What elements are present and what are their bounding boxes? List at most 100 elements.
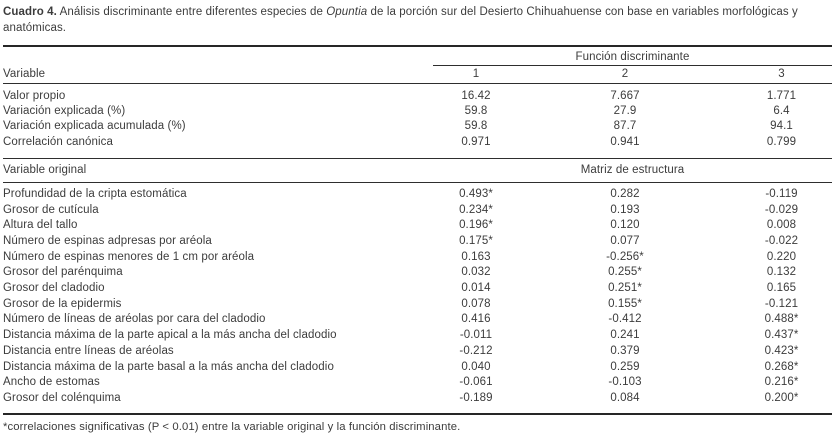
cell-value: -0.412: [608, 313, 642, 326]
cell-value: 0.259: [610, 360, 640, 373]
cell-value: 0.196*: [459, 219, 493, 232]
row-label: Altura del tallo: [3, 219, 78, 232]
cell-value: 16.42: [461, 90, 491, 102]
cell-value: 0.084: [610, 391, 640, 404]
cell-value: 0.251*: [608, 282, 642, 295]
structure-section-header-row: Variable original Matriz de estructura: [3, 157, 833, 183]
cell-value: 0.132: [766, 266, 797, 279]
cell-value: 0.234*: [459, 203, 493, 216]
row-label: Profundidad de la cripta estomática: [3, 187, 187, 200]
cell-value: 0.437*: [764, 329, 799, 342]
cell-value: 0.040: [461, 360, 491, 373]
table-row: Altura del tallo 0.196* 0.120 0.008: [3, 218, 832, 234]
row-label: Grosor del cladodio: [3, 282, 105, 295]
function-3-header: 3: [731, 65, 833, 84]
table-row: Número de espinas adpresas por aréola 0.…: [3, 234, 832, 250]
cell-value: -0.119: [765, 187, 798, 200]
row-label: Distancia máxima de la parte apical a la…: [3, 329, 337, 342]
table-row: Grosor del cladodio 0.014 0.251* 0.165: [3, 281, 832, 297]
variable-original-header: Variable original: [3, 157, 433, 183]
table-row: Ancho de estomas -0.061 -0.103 0.216*: [3, 375, 832, 391]
cell-value: 0.255*: [608, 266, 642, 279]
table-row: Grosor del parénquima 0.032 0.255* 0.132: [3, 265, 832, 281]
cell-value: 0.282: [610, 187, 640, 200]
function-2-header: 2: [519, 65, 731, 84]
row-label: Grosor de la epidermis: [3, 297, 122, 310]
cell-value: 0.971: [461, 135, 491, 148]
cell-value: 0.423*: [764, 344, 799, 357]
caption-text-1: Análisis discriminante entre diferentes …: [56, 6, 327, 18]
cell-value: 27.9: [613, 105, 637, 118]
cell-value: -0.256*: [606, 250, 644, 263]
cell-value: 0.163: [461, 250, 491, 263]
row-label: Variación explicada (%): [3, 105, 126, 118]
cell-value: 0.165: [766, 282, 797, 295]
cell-value: 7.667: [610, 90, 640, 102]
cell-value: -0.121: [764, 297, 799, 310]
row-label: Grosor de cutícula: [3, 203, 99, 216]
row-label: Ancho de estomas: [3, 376, 100, 389]
table-footnote: *correlaciones significativas (P < 0.01)…: [3, 420, 461, 433]
table-row: Distancia máxima de la parte apical a la…: [3, 328, 832, 344]
cell-value: -0.103: [608, 376, 642, 389]
table-row: Correlación canónica 0.971 0.941 0.799: [3, 135, 832, 159]
cell-value: 0.200*: [764, 391, 799, 404]
cell-value: 0.014: [461, 282, 491, 295]
cell-value: 0.241: [610, 329, 640, 342]
cell-value: 0.193: [610, 203, 640, 216]
cell-value: 0.155*: [608, 297, 642, 310]
variable-column-header: Variable: [3, 65, 433, 84]
table-row: Valor propio 16.42 7.667 1.771: [3, 84, 832, 105]
cell-value: 0.379: [610, 344, 640, 357]
cell-value: 0.416: [461, 313, 491, 326]
caption-number: Cuadro 4.: [3, 6, 57, 18]
row-label: Número de espinas adpresas por aréola: [3, 234, 212, 247]
table-row: Grosor de cutícula 0.234* 0.193 -0.029: [3, 203, 832, 219]
table-row: Variación explicada acumulada (%) 59.8 8…: [3, 119, 832, 134]
cell-value: -0.011: [459, 329, 493, 342]
cell-value: -0.061: [459, 376, 493, 389]
cell-value: 0.032: [461, 266, 491, 279]
cell-value: 0.488*: [764, 313, 799, 326]
function-1-header: 1: [433, 65, 519, 84]
row-label: Grosor del colénquima: [3, 391, 121, 404]
cell-value: 0.077: [610, 234, 640, 247]
cell-value: 0.120: [610, 219, 640, 232]
group-header-row: Función discriminante: [3, 46, 833, 66]
cell-value: -0.212: [459, 344, 493, 357]
table-row: Grosor del colénquima -0.189 0.084 0.200…: [3, 391, 832, 414]
cell-value: 0.175*: [459, 234, 493, 247]
cell-value: 0.941: [610, 135, 640, 148]
cell-value: 0.493*: [459, 187, 493, 200]
table-row: Variación explicada (%) 59.8 27.9 6.4: [3, 104, 832, 119]
table-row: Grosor de la epidermis 0.078 0.155* -0.1…: [3, 297, 832, 313]
row-label: Número de espinas menores de 1 cm por ar…: [3, 250, 255, 263]
cell-value: -0.022: [764, 234, 799, 247]
cell-value: -0.189: [459, 391, 493, 404]
row-label: Distancia máxima de la parte basal a la …: [3, 360, 334, 373]
row-label: Correlación canónica: [3, 135, 114, 148]
empty-header-cell: [3, 46, 433, 66]
table-row: Número de líneas de aréolas por cara del…: [3, 312, 832, 328]
table-caption: Cuadro 4. Análisis discriminante entre d…: [3, 5, 809, 36]
row-label: Variación explicada acumulada (%): [3, 120, 186, 133]
table-row: Distancia máxima de la parte basal a la …: [3, 360, 832, 376]
cell-value: -0.029: [764, 203, 799, 216]
cell-value: 59.8: [464, 105, 488, 118]
discriminant-analysis-table: Función discriminante Variable 1 2 3 Val…: [3, 45, 833, 415]
cell-value: 0.268*: [764, 360, 799, 373]
table-row: Número de espinas menores de 1 cm por ar…: [3, 250, 832, 266]
cell-value: 0.220: [766, 250, 797, 263]
cell-value: 0.216*: [764, 376, 799, 389]
cell-value: 6.4: [773, 105, 790, 118]
cell-value: 94.1: [770, 120, 793, 133]
cell-value: 0.078: [461, 297, 491, 310]
row-label: Grosor del parénquima: [3, 266, 123, 279]
column-header-row: Variable 1 2 3: [3, 65, 833, 84]
cell-value: 0.799: [766, 135, 797, 148]
row-label: Número de líneas de aréolas por cara del…: [3, 313, 266, 326]
cell-value: 59.8: [464, 120, 488, 133]
cell-value: 0.008: [766, 219, 797, 232]
row-label: Valor propio: [3, 90, 66, 102]
table-row: Profundidad de la cripta estomática 0.49…: [3, 182, 832, 202]
